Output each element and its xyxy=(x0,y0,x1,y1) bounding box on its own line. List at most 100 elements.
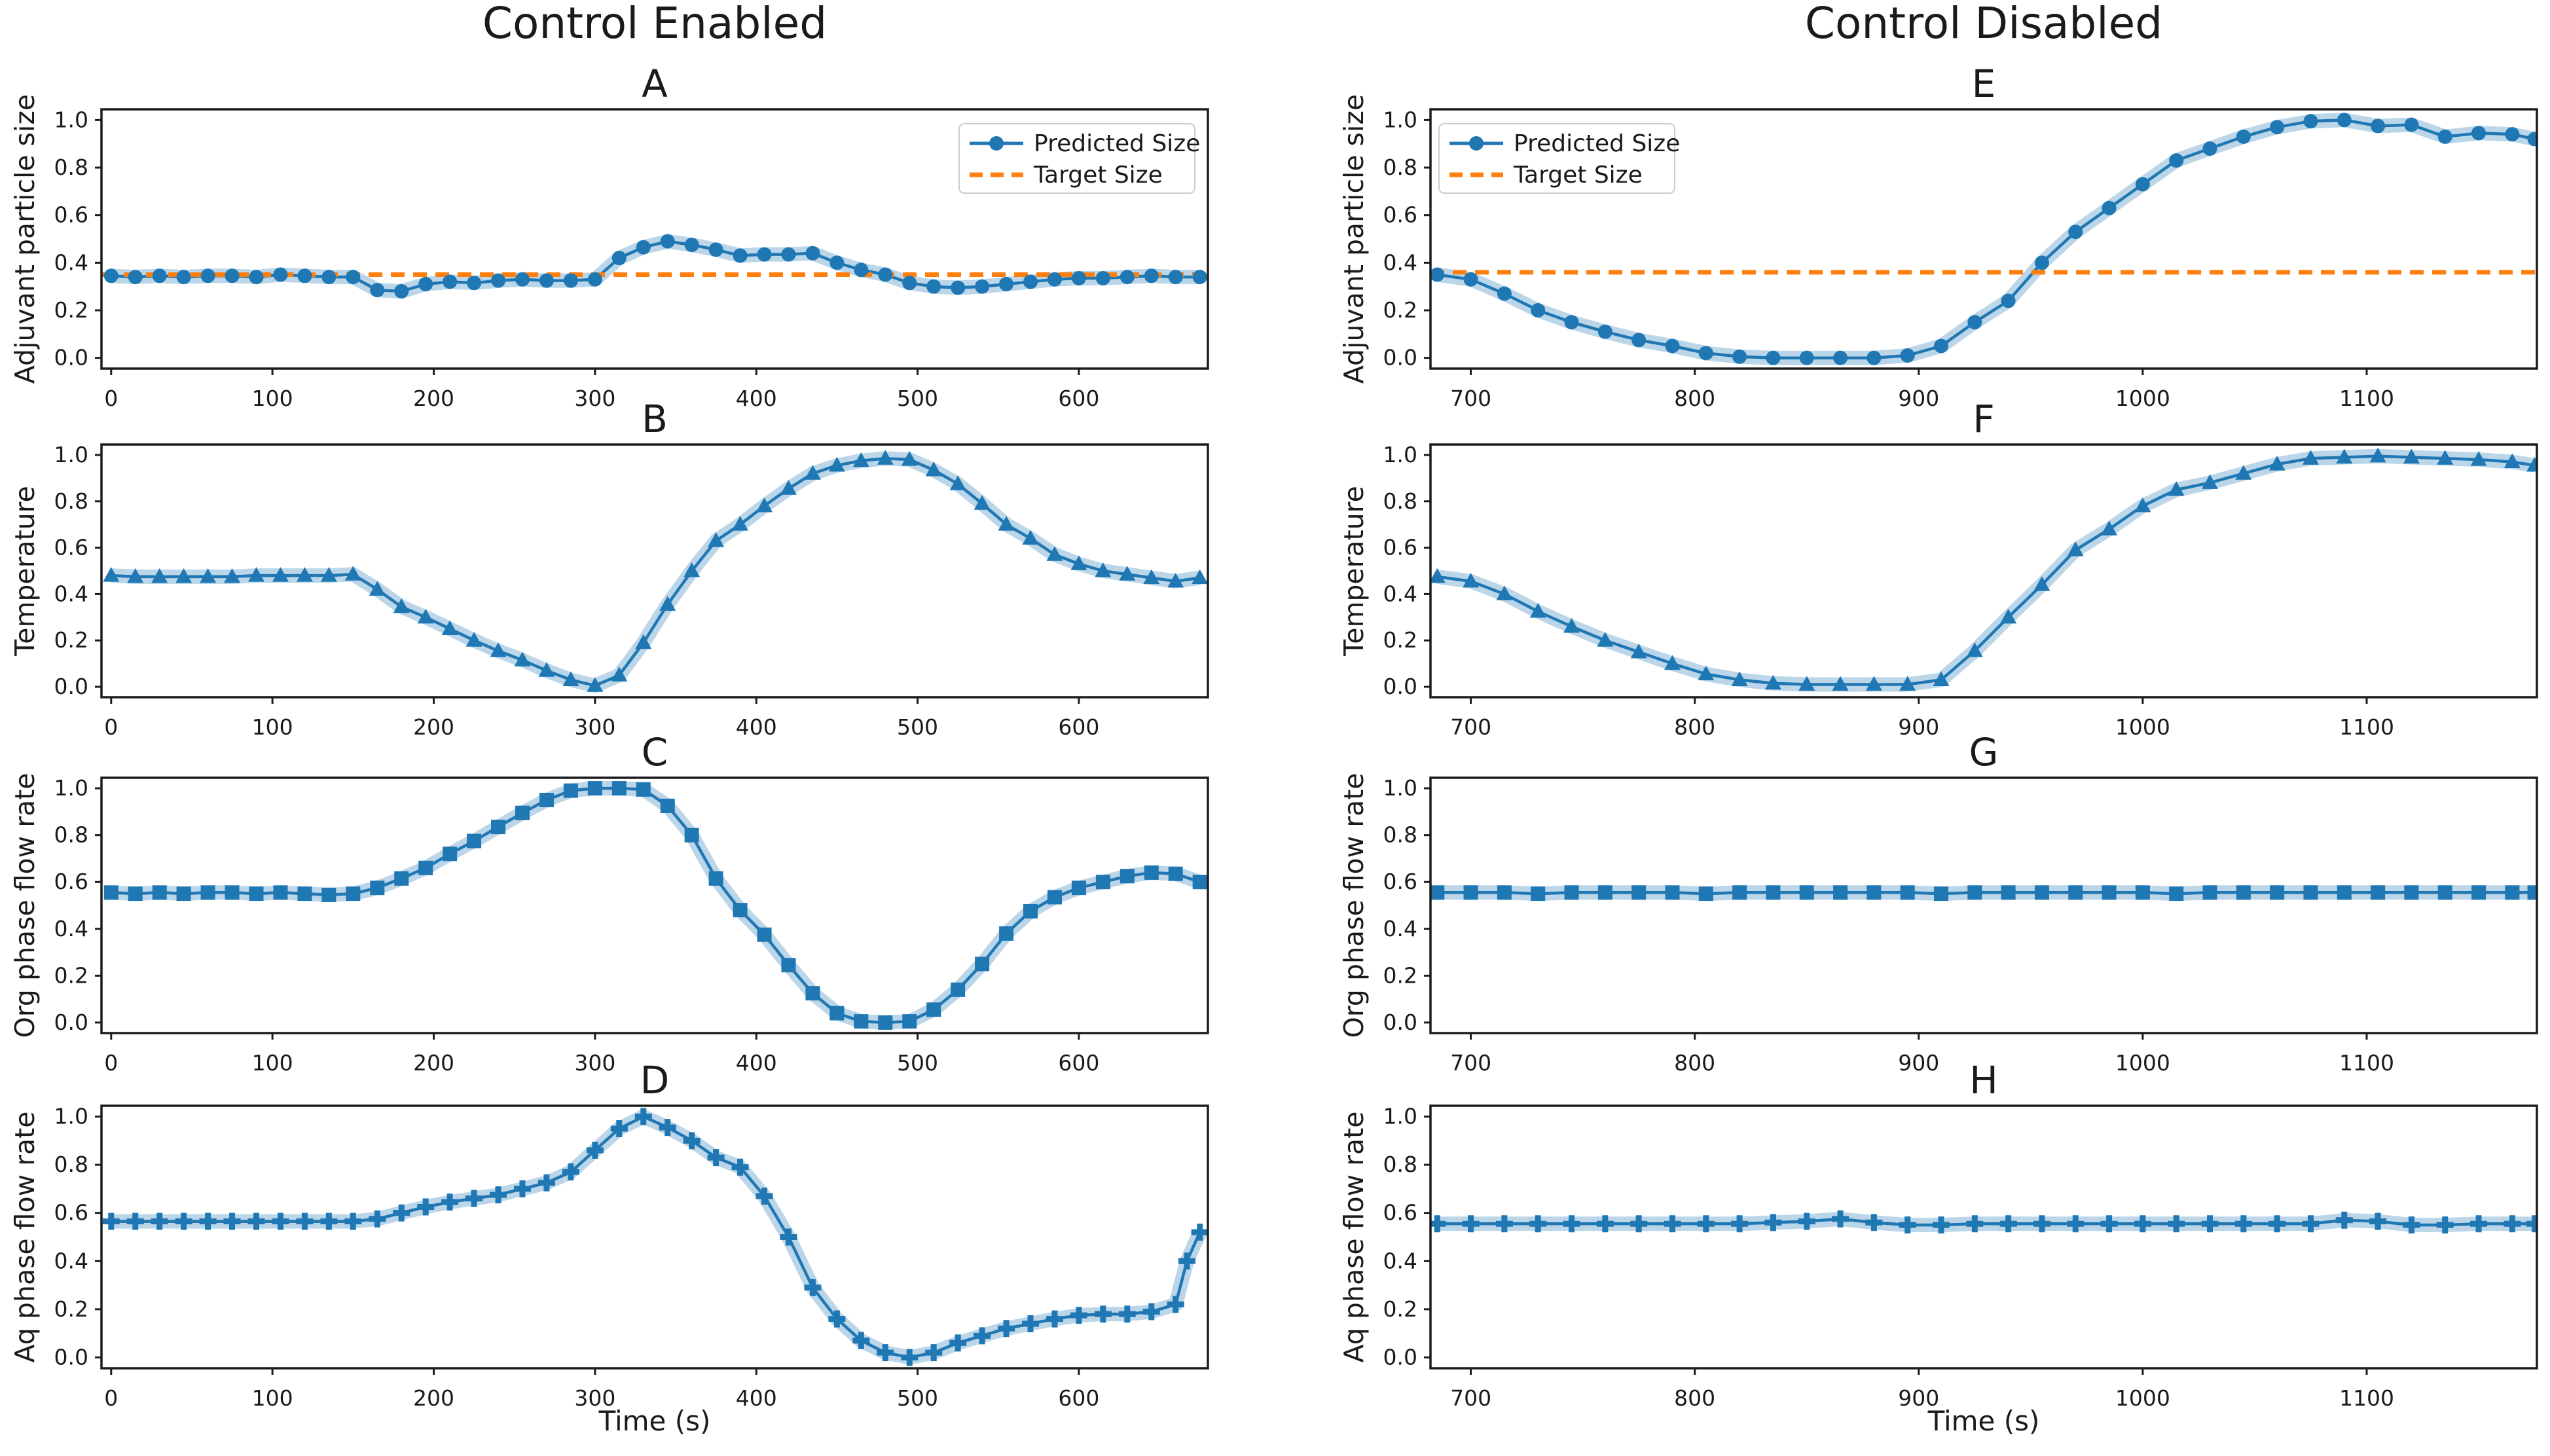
data-point-marker xyxy=(1118,1305,1136,1323)
data-point-marker xyxy=(1167,1296,1184,1313)
predicted-line xyxy=(1436,454,2535,686)
x-tick-label: 700 xyxy=(1450,714,1491,740)
data-point-marker xyxy=(1732,349,1747,364)
data-point-marker xyxy=(1192,569,1209,585)
data-point-marker xyxy=(1799,885,1814,900)
data-point-marker xyxy=(733,248,748,263)
data-point-marker xyxy=(2134,497,2151,513)
data-point-marker xyxy=(587,781,602,796)
x-axis: 0 100 200 300 400 500 600 xyxy=(104,369,1099,411)
data-point-marker xyxy=(514,651,531,666)
data-point-marker xyxy=(1047,890,1062,905)
x-axis: 700 800 900 1000 1100 xyxy=(1450,369,2394,411)
data-point-marker xyxy=(1095,270,1110,285)
data-point-marker xyxy=(1095,875,1110,890)
data-point-marker xyxy=(370,881,385,896)
data-point-marker xyxy=(297,268,312,283)
data-point-marker xyxy=(1023,274,1038,289)
data-point-marker xyxy=(1144,865,1159,880)
x-tick-label: 500 xyxy=(897,1050,938,1076)
data-point-marker xyxy=(1664,1215,1681,1233)
data-point-marker xyxy=(2437,885,2452,900)
data-point-marker xyxy=(636,240,651,255)
y-tick-label: 0.8 xyxy=(54,155,88,180)
data-point-marker xyxy=(321,270,337,285)
data-point-marker xyxy=(562,671,579,686)
data-point-marker xyxy=(2102,200,2117,215)
data-point-marker xyxy=(1596,1215,1614,1233)
data-point-marker xyxy=(1597,632,1614,647)
data-point-marker xyxy=(974,495,991,510)
data-point-marker xyxy=(2504,453,2521,469)
data-point-marker xyxy=(1934,338,1948,354)
data-point-marker xyxy=(854,263,869,278)
data-point-marker xyxy=(200,268,215,283)
data-point-marker xyxy=(2001,885,2016,900)
x-tick-label: 100 xyxy=(252,1050,293,1076)
data-point-marker xyxy=(684,238,699,253)
y-tick-label: 0.2 xyxy=(54,627,88,653)
data-point-marker xyxy=(175,568,192,583)
data-point-marker xyxy=(1022,530,1039,545)
data-point-marker xyxy=(1867,350,1882,365)
data-point-marker xyxy=(1046,546,1063,561)
data-point-marker xyxy=(513,1180,531,1197)
x-tick-label: 200 xyxy=(413,1385,454,1411)
y-tick-label: 0.4 xyxy=(1383,249,1417,275)
data-point-marker xyxy=(2404,885,2419,900)
y-tick-label: 0.6 xyxy=(1383,869,1417,894)
x-axis: 700 800 900 1000 1100 xyxy=(1450,1368,2394,1411)
marker-group xyxy=(1430,113,2538,365)
x-tick-label: 500 xyxy=(897,386,938,411)
data-point-marker xyxy=(1167,572,1184,588)
y-axis-label: Adjuvant particle size xyxy=(9,94,41,384)
data-point-marker xyxy=(1120,869,1135,884)
axes-spines xyxy=(100,443,1209,699)
data-point-marker xyxy=(296,1212,314,1230)
data-point-marker xyxy=(1630,1215,1648,1233)
data-point-marker xyxy=(467,276,482,291)
legend-label-predicted: Predicted Size xyxy=(1514,130,1680,157)
data-point-marker xyxy=(200,568,217,583)
predicted-line xyxy=(1436,118,2536,359)
plot-area xyxy=(1430,447,2538,692)
data-point-marker xyxy=(225,885,240,900)
data-point-marker xyxy=(2236,129,2251,144)
data-point-marker xyxy=(103,268,118,283)
data-point-marker xyxy=(2168,1215,2185,1233)
data-point-marker xyxy=(2202,885,2217,900)
data-point-marker xyxy=(249,270,264,285)
panel-f: 700 800 900 1000 1100 0.0 0.2 0.4 0.6 0.8 1.0 F Temp… xyxy=(1338,397,2538,740)
x-tick-label: 1100 xyxy=(2339,386,2394,411)
data-point-marker xyxy=(1497,286,1512,301)
plot-area xyxy=(103,781,1207,1030)
data-point-marker xyxy=(2169,153,2184,168)
panel-label: F xyxy=(1973,397,1994,441)
data-point-marker xyxy=(1564,315,1579,330)
y-tick-label: 0.4 xyxy=(54,916,88,941)
data-point-marker xyxy=(1144,268,1159,283)
y-tick-label: 0.4 xyxy=(1383,1248,1417,1273)
legend-label-target: Target Size xyxy=(1513,162,1643,189)
data-point-marker xyxy=(417,1198,435,1216)
data-point-marker xyxy=(780,1228,797,1246)
data-point-marker xyxy=(1967,315,1982,330)
data-point-marker xyxy=(272,567,289,582)
data-point-marker xyxy=(1463,272,1478,287)
axes-spines xyxy=(100,108,1209,370)
data-point-marker xyxy=(1563,617,1580,633)
data-point-marker xyxy=(1070,1307,1087,1324)
data-point-marker xyxy=(1899,1216,1916,1234)
data-point-marker xyxy=(1833,885,1848,900)
x-tick-label: 800 xyxy=(1674,1385,1715,1411)
data-point-marker xyxy=(127,568,144,583)
data-point-marker xyxy=(1564,885,1579,900)
data-point-marker xyxy=(707,1149,725,1167)
data-point-marker xyxy=(1698,665,1715,681)
data-point-marker xyxy=(247,1212,265,1230)
panel-label: D xyxy=(640,1058,670,1102)
marker-group xyxy=(103,781,1207,1030)
legend-predicted-sample-marker xyxy=(989,136,1004,151)
data-point-marker xyxy=(999,926,1014,941)
panel-label: C xyxy=(642,730,668,774)
